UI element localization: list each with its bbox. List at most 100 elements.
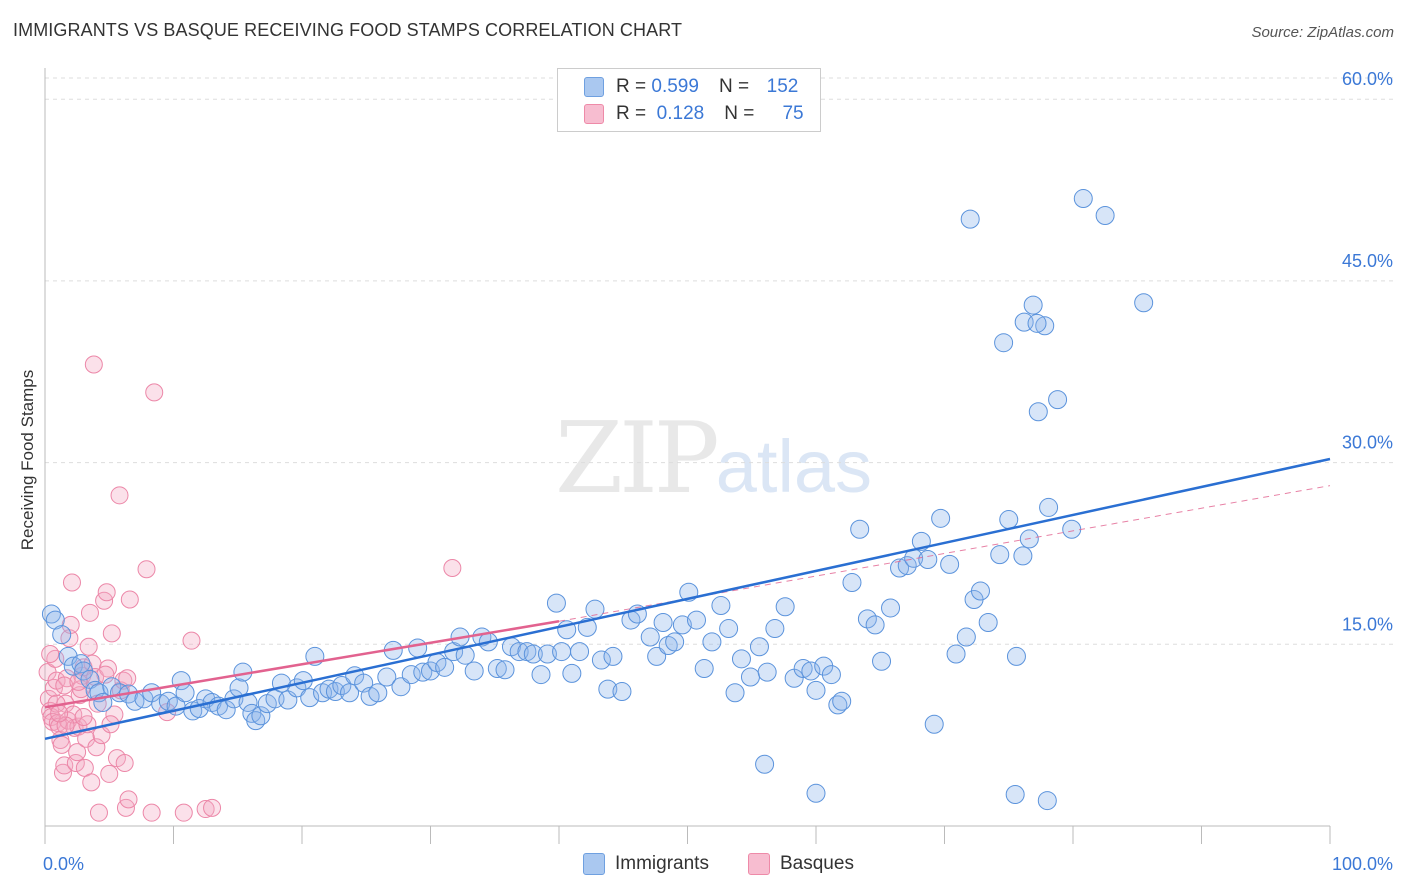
- immigrants-point: [1035, 316, 1055, 336]
- immigrants-point: [881, 598, 901, 618]
- legend-n-label: N =: [724, 103, 755, 124]
- legend-n-value: 75: [782, 103, 804, 124]
- immigrants-point: [1013, 546, 1033, 566]
- immigrants-point: [41, 604, 61, 624]
- basques-point: [59, 711, 78, 730]
- basques-point: [203, 798, 222, 817]
- bottom-legend-immigrants: Immigrants: [583, 852, 709, 876]
- immigrants-point: [612, 682, 632, 702]
- immigrants-point: [1023, 295, 1043, 315]
- basques-point: [74, 707, 93, 726]
- immigrants-legend-label: Immigrants: [615, 853, 709, 874]
- immigrants-point: [711, 596, 731, 616]
- immigrants-point: [719, 619, 739, 639]
- legend-r-value: 0.128: [656, 103, 705, 124]
- y-tick-label: 30.0%: [1342, 433, 1393, 453]
- legend-n-value: 152: [766, 76, 799, 97]
- immigrants-point: [828, 695, 848, 715]
- basques-point: [68, 743, 87, 762]
- immigrants-point: [897, 556, 917, 576]
- immigrants-point: [216, 700, 236, 720]
- basques-point: [79, 637, 98, 656]
- immigrants-point: [591, 650, 611, 670]
- basques-trend-extension: [558, 485, 1331, 622]
- immigrants-point: [672, 615, 692, 635]
- immigrants-point: [832, 691, 852, 711]
- immigrants-point: [368, 683, 388, 703]
- basques-point: [118, 669, 137, 688]
- basques-trend-line: [44, 620, 560, 709]
- immigrants-point: [694, 659, 714, 679]
- immigrants-trend-line: [44, 457, 1331, 741]
- immigrants-points: [41, 189, 1154, 811]
- immigrants-point: [821, 665, 841, 685]
- immigrants-point: [978, 613, 998, 633]
- basques-point: [84, 355, 103, 374]
- immigrants-point: [1062, 519, 1082, 539]
- immigrants-legend-swatch: [583, 853, 605, 875]
- basques-legend-swatch: [748, 853, 770, 875]
- immigrants-point: [546, 593, 566, 613]
- immigrants-point: [523, 644, 543, 664]
- immigrants-point: [1006, 646, 1026, 666]
- immigrants-point: [251, 706, 271, 726]
- immigrants-point: [702, 632, 722, 652]
- immigrants-point: [1048, 390, 1068, 410]
- correlation-legend: R = 0.599 N = 152 R = 0.128 N = 75: [557, 68, 821, 132]
- immigrants-point: [487, 659, 507, 679]
- basques-point: [62, 573, 81, 592]
- immigrants-point: [401, 665, 421, 685]
- y-tick-label: 45.0%: [1342, 251, 1393, 271]
- chart-title: IMMIGRANTS VS BASQUE RECEIVING FOOD STAM…: [13, 20, 683, 40]
- immigrants-point: [842, 573, 862, 593]
- watermark-zip: ZIP: [555, 402, 720, 516]
- basques-swatch: [584, 104, 604, 124]
- immigrants-point: [377, 667, 397, 687]
- immigrants-point: [890, 558, 910, 578]
- immigrants-point: [970, 581, 990, 601]
- immigrants-point: [391, 677, 411, 697]
- immigrants-point: [300, 688, 320, 708]
- basques-point: [119, 790, 138, 809]
- grid-lines: [45, 77, 1395, 645]
- basques-point: [82, 773, 101, 792]
- y-tick-label: 60.0%: [1342, 69, 1393, 89]
- basques-legend-label: Basques: [780, 853, 854, 874]
- immigrants-swatch: [584, 77, 604, 97]
- immigrants-point: [755, 754, 775, 774]
- basques-point: [97, 583, 116, 602]
- immigrants-point: [585, 599, 605, 619]
- immigrants-point: [918, 550, 938, 570]
- legend-row-immigrants: R = 0.599 N = 152: [584, 76, 798, 98]
- immigrants-point: [45, 610, 65, 630]
- basques-point: [89, 803, 108, 822]
- basques-point: [182, 631, 201, 650]
- immigrants-point: [408, 638, 428, 658]
- immigrants-point: [52, 625, 72, 645]
- basques-point: [102, 624, 121, 643]
- basques-point: [41, 644, 60, 663]
- basques-point: [137, 560, 156, 579]
- y-tick-label: 15.0%: [1342, 614, 1393, 634]
- basques-point: [96, 665, 115, 684]
- watermark-atlas: atlas: [715, 425, 873, 508]
- immigrants-point: [665, 632, 685, 652]
- immigrants-point: [658, 636, 678, 656]
- x-tick-label-end: 100.0%: [1332, 854, 1393, 874]
- immigrants-point: [757, 662, 777, 682]
- immigrants-point: [598, 679, 618, 699]
- immigrants-point: [653, 613, 673, 633]
- immigrants-point: [806, 783, 826, 803]
- basques-point: [55, 676, 74, 695]
- immigrants-point: [994, 333, 1014, 353]
- immigrants-point: [850, 519, 870, 539]
- immigrants-point: [552, 642, 572, 662]
- immigrants-point: [63, 656, 83, 676]
- watermark: ZIPatlas: [555, 402, 872, 516]
- immigrants-point: [71, 654, 91, 674]
- immigrants-point: [765, 619, 785, 639]
- immigrants-point: [413, 662, 433, 682]
- immigrants-point: [603, 646, 623, 666]
- basques-point: [110, 486, 129, 505]
